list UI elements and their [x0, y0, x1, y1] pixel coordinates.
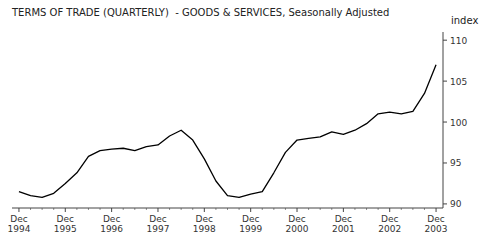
x-minor-tick — [88, 208, 89, 210]
x-minor-tick — [169, 208, 170, 210]
y-axis-label: index — [451, 15, 478, 26]
x-minor-tick — [320, 208, 321, 210]
x-minor-tick — [215, 208, 216, 210]
x-tick-label: Dec2001 — [332, 214, 355, 234]
x-tick-label: Dec1995 — [54, 214, 77, 234]
x-minor-tick — [227, 208, 228, 210]
x-tick — [204, 208, 205, 212]
x-minor-tick — [401, 208, 402, 210]
x-minor-tick — [239, 208, 240, 210]
x-minor-tick — [146, 208, 147, 210]
x-tick — [389, 208, 390, 212]
x-minor-tick — [331, 208, 332, 210]
chart: TERMS OF TRADE (QUARTERLY) - GOODS & SER… — [0, 0, 491, 246]
y-tick — [443, 81, 447, 82]
x-minor-tick — [308, 208, 309, 210]
y-tick-label: 100 — [450, 118, 467, 128]
x-minor-tick — [53, 208, 54, 210]
y-axis-line — [443, 32, 444, 208]
y-tick-label: 110 — [450, 36, 467, 46]
x-tick-label: Dec1997 — [147, 214, 170, 234]
y-tick — [443, 40, 447, 41]
y-tick — [443, 162, 447, 163]
x-tick-label: Dec1999 — [239, 214, 262, 234]
x-minor-tick — [366, 208, 367, 210]
x-minor-tick — [42, 208, 43, 210]
x-tick — [18, 208, 19, 212]
x-tick — [250, 208, 251, 212]
y-tick-label: 105 — [450, 77, 467, 87]
x-minor-tick — [262, 208, 263, 210]
x-minor-tick — [273, 208, 274, 210]
title: TERMS OF TRADE (QUARTERLY) - GOODS & SER… — [11, 7, 389, 18]
x-minor-tick — [285, 208, 286, 210]
x-minor-tick — [181, 208, 182, 210]
x-tick-label: Dec2002 — [378, 214, 401, 234]
x-minor-tick — [30, 208, 31, 210]
x-minor-tick — [412, 208, 413, 210]
x-minor-tick — [378, 208, 379, 210]
x-minor-tick — [134, 208, 135, 210]
x-minor-tick — [192, 208, 193, 210]
x-minor-tick — [100, 208, 101, 210]
x-tick-label: Dec2000 — [286, 214, 309, 234]
x-tick — [111, 208, 112, 212]
y-tick-label: 95 — [450, 158, 461, 168]
line — [19, 65, 436, 198]
y-tick-label: 90 — [450, 199, 462, 209]
x-minor-tick — [424, 208, 425, 210]
x-minor-tick — [123, 208, 124, 210]
x-minor-tick — [76, 208, 77, 210]
x-tick-label: Dec1994 — [7, 214, 30, 234]
x-tick-label: Dec1996 — [100, 214, 123, 234]
x-tick — [297, 208, 298, 212]
y-tick — [443, 203, 447, 204]
chart-container: TERMS OF TRADE (QUARTERLY) - GOODS & SER… — [0, 0, 491, 246]
x-tick — [436, 208, 437, 212]
x-tick — [343, 208, 344, 212]
x-tick — [65, 208, 66, 212]
x-tick-label: Dec1998 — [193, 214, 216, 234]
x-minor-tick — [354, 208, 355, 210]
plot-area — [19, 65, 436, 198]
y-tick — [443, 122, 447, 123]
x-tick — [157, 208, 158, 212]
x-tick-label: Dec2003 — [425, 214, 448, 234]
